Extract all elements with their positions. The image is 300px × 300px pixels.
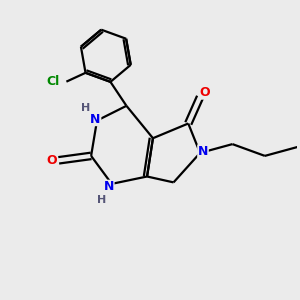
Text: N: N (198, 145, 208, 158)
Text: H: H (97, 195, 106, 205)
Text: O: O (46, 154, 57, 167)
Text: H: H (81, 103, 90, 113)
Text: N: N (103, 180, 114, 193)
Text: Cl: Cl (46, 75, 60, 88)
Text: O: O (199, 86, 210, 99)
Text: N: N (90, 112, 101, 126)
